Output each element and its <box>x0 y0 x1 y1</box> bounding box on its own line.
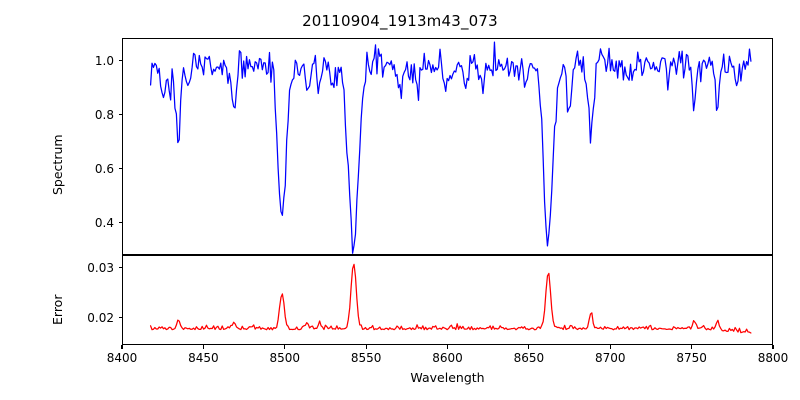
x-tick-mark <box>202 345 204 349</box>
x-tick-mark <box>365 345 367 349</box>
spectrum-y-tick-mark <box>118 60 122 62</box>
error-line-series <box>123 256 772 344</box>
x-tick-label: 8400 <box>106 351 138 365</box>
spectrum-y-tick-label: 1.0 <box>94 53 114 68</box>
x-tick-label: 8750 <box>676 351 707 365</box>
spectrum-y-tick-mark <box>118 168 122 170</box>
figure-title: 20110904_1913m43_073 <box>302 12 498 30</box>
x-tick-label: 8550 <box>350 351 382 365</box>
x-tick-label: 8500 <box>269 351 301 365</box>
error-y-tick-label: 0.02 <box>87 310 114 325</box>
spectrum-y-tick-mark <box>118 222 122 224</box>
spectrum-plot-area <box>122 38 773 255</box>
x-axis-label: Wavelength <box>410 370 485 385</box>
spectrum-y-tick-label: 0.6 <box>94 161 114 176</box>
spectrum-y-axis-label: Spectrum <box>50 134 65 195</box>
error-y-axis-label: Error <box>50 294 65 325</box>
x-tick-label: 8650 <box>513 351 545 365</box>
error-y-tick-mark <box>118 266 122 269</box>
x-tick-label: 8800 <box>757 351 789 365</box>
x-tick-mark <box>772 345 774 349</box>
spectrum-y-tick-label: 0.4 <box>94 215 114 230</box>
spectrum-line-series <box>123 39 772 254</box>
x-tick-mark <box>121 345 123 349</box>
x-tick-mark <box>284 345 286 349</box>
x-tick-label: 8600 <box>432 351 463 365</box>
spectrum-y-tick-mark <box>118 114 122 116</box>
error-plot-area <box>122 255 773 345</box>
x-tick-mark <box>609 345 611 349</box>
error-y-tick-mark <box>118 316 122 319</box>
x-tick-mark <box>528 345 530 349</box>
x-tick-mark <box>446 345 449 349</box>
x-tick-mark <box>691 345 693 349</box>
spectrum-y-tick-label: 0.8 <box>94 107 114 122</box>
error-y-tick-label: 0.03 <box>87 260 114 275</box>
x-tick-label: 8450 <box>188 351 219 365</box>
x-tick-label: 8700 <box>594 351 626 365</box>
